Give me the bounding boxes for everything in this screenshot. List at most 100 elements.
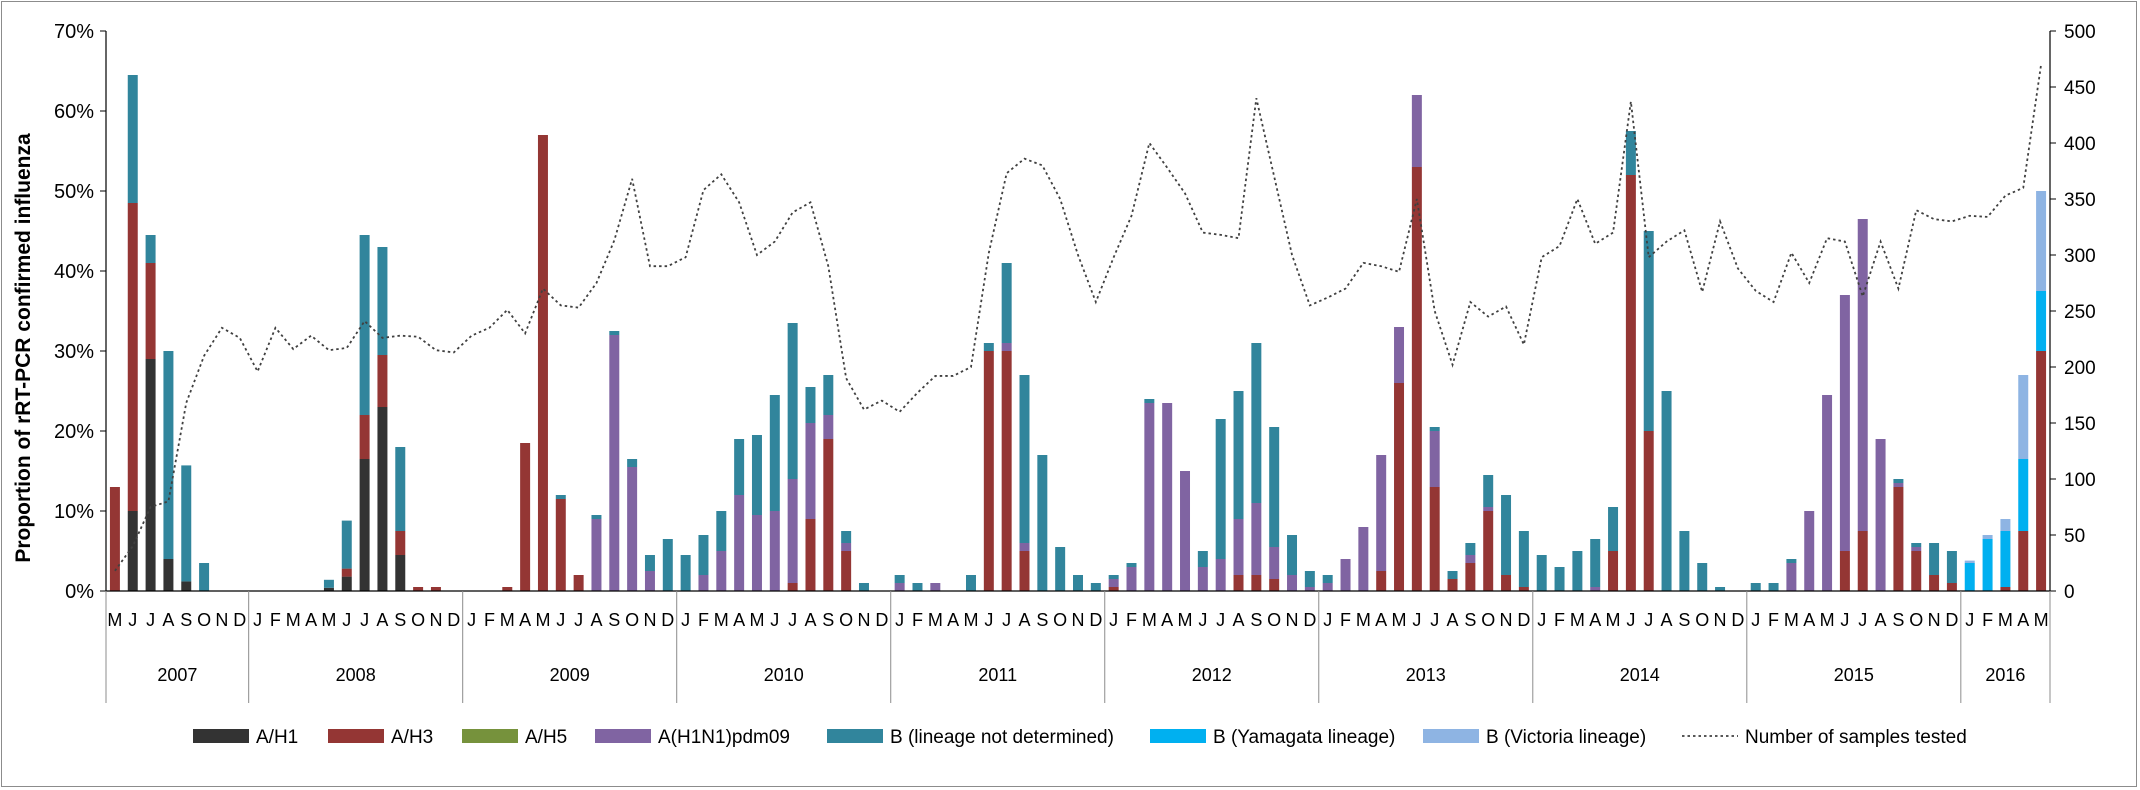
legend-swatch (462, 729, 518, 743)
bar-segment (1251, 575, 1262, 591)
bar-segment (716, 511, 727, 551)
month-tick-label: O (625, 610, 639, 630)
bar-segment (644, 571, 655, 591)
bar-segment (1019, 551, 1030, 591)
y-left-tick-label: 0% (65, 581, 94, 603)
bar-segment (341, 568, 352, 577)
bar-segment (1251, 503, 1262, 575)
bar-segment (965, 575, 976, 591)
month-tick-label: J (770, 610, 779, 630)
month-tick-label: D (1945, 610, 1958, 630)
month-tick-label: J (984, 610, 993, 630)
month-tick-label: J (467, 610, 476, 630)
month-tick-label: A (1161, 610, 1173, 630)
legend-label: A/H1 (256, 727, 298, 748)
month-tick-label: A (1018, 610, 1030, 630)
bar-segment (377, 247, 388, 355)
bar-segment (734, 439, 745, 495)
year-label: 2016 (1985, 665, 2025, 685)
month-tick-label: M (1820, 610, 1835, 630)
bar-segment (127, 511, 138, 591)
bar-segment (2000, 519, 2011, 531)
bar-segment (841, 551, 852, 591)
bar-segment (983, 343, 994, 351)
bar-segment (2000, 587, 2011, 591)
bar-segment (1893, 483, 1904, 487)
bar-segment (1108, 575, 1119, 579)
month-tick-label: J (128, 610, 137, 630)
month-tick-label: J (1412, 610, 1421, 630)
month-tick-label: F (912, 610, 923, 630)
month-tick-label: J (342, 610, 351, 630)
month-tick-label: A (590, 610, 602, 630)
month-tick-label: J (1430, 610, 1439, 630)
legend-swatch (328, 729, 384, 743)
month-tick-label: A (162, 610, 174, 630)
month-tick-label: N (215, 610, 228, 630)
y-right-tick-label: 0 (2064, 582, 2075, 603)
year-label: 2013 (1406, 665, 1446, 685)
year-label: 2009 (550, 665, 590, 685)
month-tick-label: M (928, 610, 943, 630)
month-tick-label: M (1606, 610, 1621, 630)
legend-swatch (193, 729, 249, 743)
bar-segment (627, 459, 638, 467)
bar-segment (1590, 539, 1601, 587)
bar-segment (537, 135, 548, 591)
month-tick-label: A (1447, 610, 1459, 630)
bar-segment (1197, 567, 1208, 591)
bar-segment (841, 543, 852, 551)
legend-swatch (827, 729, 883, 743)
bar-segment (1715, 587, 1726, 591)
y-right-tick-label: 300 (2064, 246, 2096, 267)
month-tick-label: D (1731, 610, 1744, 630)
legend-swatch (1423, 729, 1479, 743)
bar-segment (1304, 571, 1315, 587)
bar-segment (377, 355, 388, 407)
bar-segment (1001, 351, 1012, 591)
bar-segment (2036, 191, 2047, 291)
legend-item: Number of samples tested (1682, 727, 1967, 748)
bar-segment (1982, 539, 1993, 591)
y-left-tick-label: 30% (54, 341, 94, 363)
month-tick-label: N (1714, 610, 1727, 630)
year-label: 2010 (764, 665, 804, 685)
bar-segment (1180, 471, 1191, 591)
month-tick-label: S (1892, 610, 1904, 630)
month-tick-label: A (1661, 610, 1673, 630)
y-right-tick-label: 350 (2064, 190, 2096, 211)
bar-segment (555, 495, 566, 499)
bar-segment (2018, 459, 2029, 531)
bar-segment (1447, 579, 1458, 591)
bar-segment (1590, 587, 1601, 591)
bar-segment (787, 583, 798, 591)
bar-segment (1857, 531, 1868, 591)
legend-label: B (Yamagata lineage) (1213, 727, 1395, 748)
month-tick-label: S (1036, 610, 1048, 630)
year-label: 2011 (978, 665, 1017, 685)
bar-segment (1269, 579, 1280, 591)
month-tick-label: J (681, 610, 690, 630)
y-left-tick-label: 60% (54, 101, 94, 123)
month-tick-label: O (1267, 610, 1281, 630)
month-tick-label: O (839, 610, 853, 630)
bar-segment (591, 519, 602, 591)
bar-segment (181, 465, 192, 582)
bar-segment (1929, 575, 1940, 591)
y-left-tick-label: 20% (54, 421, 94, 443)
month-tick-label: O (197, 610, 211, 630)
bar-segment (1536, 555, 1547, 591)
month-tick-label: M (1356, 610, 1371, 630)
month-tick-label: M (1392, 610, 1407, 630)
y-right-tick-label: 100 (2064, 470, 2096, 491)
month-tick-label: O (1909, 610, 1923, 630)
bar-segment (1911, 547, 1922, 551)
y-right-tick-label: 400 (2064, 134, 2096, 155)
bar-segment (1625, 131, 1636, 175)
bar-segment (751, 515, 762, 591)
month-tick-label: F (1126, 610, 1137, 630)
bar-segment (1073, 575, 1083, 591)
bar-segment (1394, 383, 1405, 591)
bar-segment (1394, 327, 1405, 383)
